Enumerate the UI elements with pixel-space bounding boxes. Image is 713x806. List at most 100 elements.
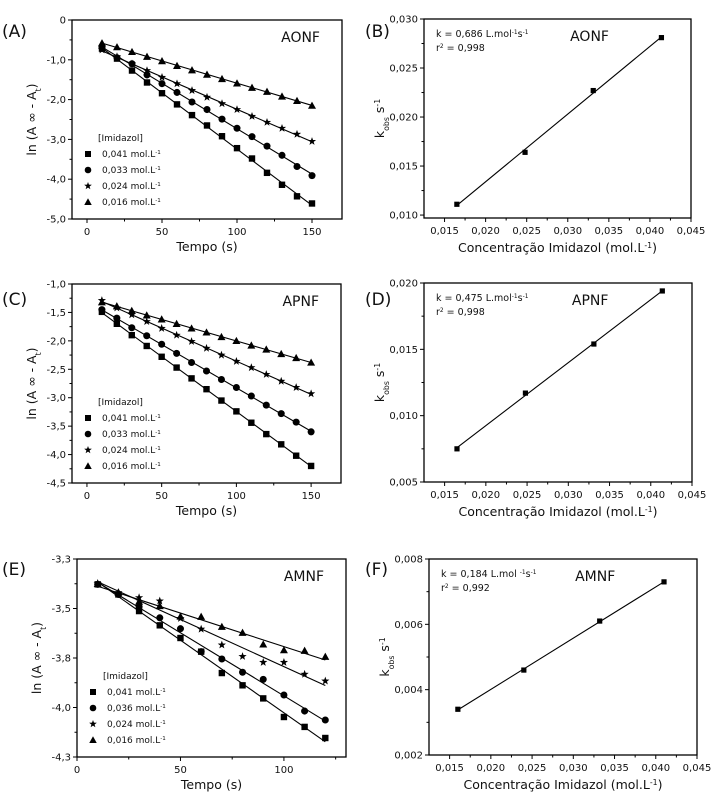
data-point-square bbox=[248, 419, 255, 426]
x-tick-label: 0,025 bbox=[512, 226, 541, 237]
data-point-star bbox=[279, 658, 289, 666]
data-point-square bbox=[218, 669, 226, 677]
legend: [Imidazol] 0,041 mol.L-1 0,036 mol.L-1 0,02… bbox=[89, 672, 166, 746]
data-point-triangle bbox=[112, 302, 121, 310]
legend-item: 0,041 mol.L-1 bbox=[85, 414, 161, 424]
data-point-triangle bbox=[307, 358, 316, 366]
panel-c: (C) 0 50 100 150 -1,0 -1,5 -2,0 -2,5 -3,0 -3,5 -4,0… bbox=[2, 280, 342, 518]
data-point-circle bbox=[262, 401, 270, 409]
legend-label: 0,041 mol.L-1 bbox=[107, 688, 166, 698]
legend-item: 0,033 mol.L-1 bbox=[84, 430, 161, 440]
y-axis: -1,0 -1,5 -2,0 -2,5 -3,0 -3,5 -4,0 -4,5 bbox=[46, 280, 72, 490]
y-axis: 0,005 0,010 0,015 0,020 bbox=[389, 279, 424, 489]
data-point-triangle bbox=[187, 324, 196, 332]
data-point-star bbox=[307, 389, 316, 398]
data-point-triangle bbox=[278, 92, 286, 100]
data-point-triangle bbox=[197, 612, 206, 620]
y-tick-label: -5,0 bbox=[46, 215, 66, 226]
data-point-triangle bbox=[277, 349, 286, 358]
y-tick-label: -3,3 bbox=[51, 555, 71, 566]
legend-label: 0,041 mol.L-1 bbox=[102, 150, 161, 160]
legend-title: [Imidazol] bbox=[98, 134, 143, 144]
x-tick-label: 0 bbox=[84, 491, 90, 502]
y-axis: 0,002 0,004 0,006 0,008 bbox=[394, 555, 429, 762]
data-point-star bbox=[157, 324, 166, 332]
data-series bbox=[97, 296, 316, 470]
data-point-circle bbox=[143, 71, 151, 79]
x-tick-label: 0,035 bbox=[595, 226, 624, 237]
panel-d: (D)0,015 0,020 0,025 0,030 0,035 0,040 0,0450,… bbox=[365, 279, 706, 520]
data-point-square bbox=[292, 452, 300, 459]
data-point-circle bbox=[259, 675, 267, 683]
data-point-star bbox=[232, 357, 241, 365]
legend-item: 0,016 mol.L-1 bbox=[84, 198, 161, 208]
y-tick-label: -2,0 bbox=[46, 95, 66, 106]
x-tick-label: 0,015 bbox=[435, 763, 464, 774]
data-point-circle bbox=[239, 668, 247, 676]
legend-label: 0,024 mol.L-1 bbox=[102, 446, 161, 456]
x-tick-label: 0,030 bbox=[553, 226, 582, 237]
legend-item: 0,016 mol.L-1 bbox=[89, 736, 166, 746]
panel-label: (F) bbox=[365, 560, 388, 580]
panel-label: (B) bbox=[365, 22, 390, 42]
data-point-circle bbox=[203, 106, 211, 114]
data-point-circle bbox=[156, 614, 164, 622]
data-point-triangle bbox=[172, 319, 181, 327]
data-point-square bbox=[522, 149, 528, 155]
data-point-square bbox=[322, 734, 329, 742]
x-tick-label: 0,035 bbox=[600, 763, 629, 774]
data-point-triangle bbox=[217, 622, 226, 630]
y-tick-label: -3,0 bbox=[46, 393, 66, 404]
data-point-circle bbox=[188, 98, 196, 106]
data-point-triangle bbox=[259, 640, 268, 648]
legend-label: 0,016 mol.L-1 bbox=[102, 198, 161, 208]
legend-item: 0,041 mol.L-1 bbox=[85, 150, 161, 160]
plot-frame bbox=[423, 18, 692, 219]
y-tick-label: -2,5 bbox=[46, 365, 66, 376]
r-squared-label: r2 = 0,992 bbox=[441, 583, 490, 594]
legend-marker-square bbox=[85, 415, 91, 421]
data-point-star bbox=[157, 72, 167, 81]
data-point-square bbox=[203, 122, 211, 129]
panel-label: (E) bbox=[2, 560, 26, 580]
data-point-triangle bbox=[293, 96, 301, 104]
fit-line bbox=[97, 585, 326, 661]
r-squared-label: r2 = 0,998 bbox=[436, 43, 485, 54]
data-point-circle bbox=[280, 691, 288, 699]
compound-annotation: AONF bbox=[570, 29, 609, 45]
series-square bbox=[94, 581, 329, 743]
legend: [Imidazol] 0,041 mol.L-1 0,033 mol.L-1 0,02… bbox=[84, 134, 161, 208]
data-point-circle bbox=[173, 88, 181, 96]
data-point-circle bbox=[173, 349, 181, 357]
y-tick-label: 0,015 bbox=[389, 162, 418, 173]
x-tick-label: 0,035 bbox=[595, 490, 624, 501]
data-series bbox=[454, 288, 665, 452]
data-point-triangle bbox=[176, 612, 185, 620]
panel-label: (A) bbox=[2, 22, 27, 42]
data-point-square bbox=[455, 706, 461, 712]
data-series bbox=[454, 35, 665, 207]
legend-label: 0,024 mol.L-1 bbox=[107, 720, 166, 730]
data-point-triangle bbox=[155, 601, 164, 610]
data-point-square bbox=[218, 397, 225, 404]
fit-equation: k = 0,686 L.mol-1s-1 r2 = 0,998 bbox=[436, 29, 529, 54]
rate-constant-label: k = 0,475 L.mol-1s-1 bbox=[436, 293, 529, 304]
data-point-star bbox=[187, 86, 197, 94]
series-triangle bbox=[98, 39, 316, 109]
y-tick-label: -4,3 bbox=[51, 753, 71, 764]
data-series bbox=[93, 579, 330, 743]
legend-item: 0,033 mol.L-1 bbox=[84, 166, 161, 176]
data-series bbox=[97, 39, 317, 207]
data-point-triangle bbox=[217, 332, 226, 341]
legend-marker-triangle bbox=[84, 198, 92, 205]
y-tick-label: 0,008 bbox=[394, 555, 423, 566]
data-point-square bbox=[135, 607, 143, 615]
y-tick-label: 0,025 bbox=[389, 64, 418, 75]
x-tick-label: 0,045 bbox=[683, 763, 712, 774]
y-tick-label: 0,004 bbox=[394, 685, 423, 696]
data-point-square bbox=[278, 441, 285, 448]
y-tick-label: 0,030 bbox=[389, 15, 418, 26]
data-point-circle bbox=[217, 376, 225, 384]
legend-item: 0,024 mol.L-1 bbox=[89, 719, 166, 730]
series-square bbox=[455, 579, 667, 712]
